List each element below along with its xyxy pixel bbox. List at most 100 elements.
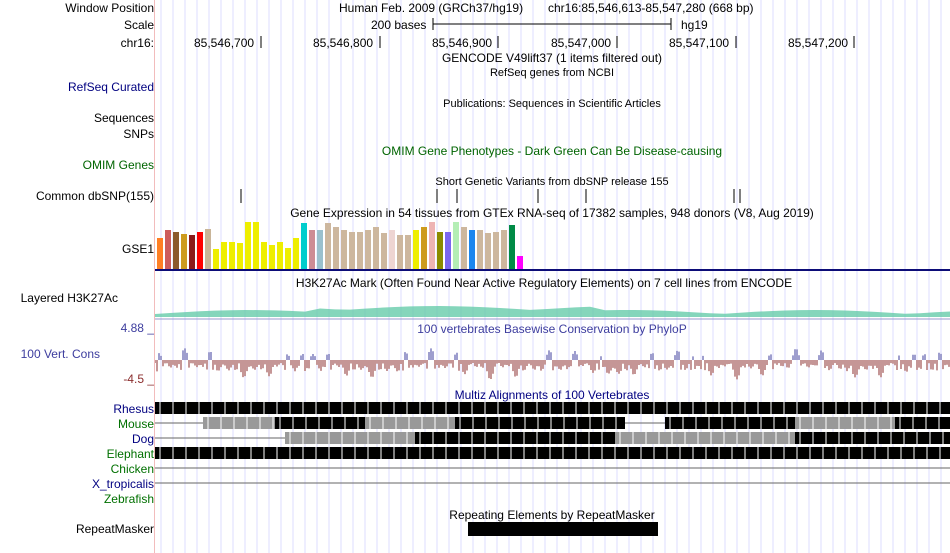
label-dbsnp[interactable]: Common dbSNP(155) [35,189,154,203]
h3k27ac-track-title[interactable]: H3K27Ac Mark (Often Found Near Active Re… [295,276,793,290]
ruler-tick-label: 85,547,100 [669,36,730,50]
species-label-dog[interactable]: Dog [131,432,154,446]
gtex-tissue-bar [245,222,251,269]
gtex-tissue-bar [373,227,379,269]
label-h3k27ac[interactable]: Layered H3K27Ac [20,291,118,305]
tracks-svg [155,0,950,553]
label-chrom: chr16: [120,36,154,50]
publications-track-title[interactable]: Publications: Sequences in Scientific Ar… [443,98,661,110]
multiz-block [365,417,455,429]
gencode-track-title[interactable]: GENCODE V49lift37 (1 items filtered out) [441,51,663,65]
label-cons-max: 4.88 _ [120,321,154,335]
gtex-tissue-bar [269,245,275,269]
position-title: chr16:85,546,613-85,547,280 (668 bp) [548,1,754,15]
h3k27ac-signal [155,306,950,317]
gtex-tissue-bar [445,232,451,269]
label-cons-min: -4.5 _ [123,372,154,386]
gtex-tissue-bar [173,232,179,269]
gtex-tissue-bar [317,230,323,269]
gtex-tissue-bar [405,235,411,269]
gtex-tissue-bar [381,233,387,269]
label-refseq[interactable]: RefSeq Curated [67,80,154,94]
gtex-tissue-bar [493,232,499,269]
gtex-tissue-bar [285,248,291,269]
gtex-tissue-bar [365,230,371,269]
label-omim[interactable]: OMIM Genes [82,158,154,172]
label-cons[interactable]: 100 Vert. Cons [20,347,100,361]
label-snps[interactable]: SNPs [123,127,154,141]
label-repeatmasker[interactable]: RepeatMasker [75,522,154,536]
multiz-block [665,417,795,429]
ruler-tick-label: 85,546,700 [194,36,255,50]
multiz-block [285,432,415,444]
gtex-tissue-bar [389,230,395,269]
track-area[interactable]: Human Feb. 2009 (GRCh37/hg19) chr16:85,5… [155,0,950,553]
multiz-block [455,417,625,429]
gse1-gene-line [155,269,950,271]
species-label-mouse[interactable]: Mouse [117,417,154,431]
label-window-position: Window Position [65,1,154,15]
label-scale: Scale [123,18,154,32]
phylop-track-title[interactable]: 100 vertebrates Basewise Conservation by… [417,322,687,336]
gtex-tissue-bar [189,235,195,269]
multiz-block [155,402,950,414]
multiz-block [795,432,950,444]
gtex-tissue-bar [501,230,507,269]
gtex-tissue-bar [253,222,259,269]
species-label-elephant[interactable]: Elephant [106,447,154,461]
gtex-tissue-bar [469,230,475,269]
refseq-track-title[interactable]: RefSeq genes from NCBI [489,67,615,79]
gtex-tissue-bar [341,230,347,269]
multiz-block [155,447,950,459]
side-gutter[interactable] [154,0,155,553]
ruler-tick-label: 85,547,200 [788,36,849,50]
gtex-tissue-bar [221,242,227,269]
gtex-tissue-bar [429,222,435,269]
species-label-xtropicalis[interactable]: X_tropicalis [91,477,154,491]
gtex-tissue-bar [397,235,403,269]
multiz-block [895,417,950,429]
assembly-title: Human Feb. 2009 (GRCh37/hg19) [339,1,524,15]
gtex-tissue-bar [349,232,355,269]
ruler-tick-label: 85,546,900 [432,36,493,50]
species-label-rhesus[interactable]: Rhesus [113,402,154,416]
scale-text: 200 bases [371,18,427,32]
repeatmasker-element [468,522,658,536]
label-sequences[interactable]: Sequences [93,111,154,125]
gtex-tissue-bar [517,256,523,269]
multiz-block [415,432,615,444]
gtex-tissue-bar [453,222,459,269]
ruler-tick-label: 85,546,800 [313,36,374,50]
gtex-tissue-bar [437,232,443,269]
gtex-tissue-bar [229,242,235,269]
gtex-tissue-bar [157,238,163,269]
gtex-tissue-bar [293,238,299,269]
multiz-block [615,432,795,444]
multiz-track-title[interactable]: Multiz Alignments of 100 Vertebrates [454,388,650,402]
gtex-tissue-bar [213,249,219,269]
gtex-tissue-bar [477,230,483,269]
multiz-block [203,417,275,429]
gtex-track-title[interactable]: Gene Expression in 54 tissues from GTEx … [290,206,814,220]
omim-track-title[interactable]: OMIM Gene Phenotypes - Dark Green Can Be… [381,144,723,158]
ruler-tick-label: 85,547,000 [551,36,612,50]
gtex-tissue-bar [333,227,339,269]
gtex-tissue-bar [197,232,203,269]
repeatmasker-track-title[interactable]: Repeating Elements by RepeatMasker [449,508,655,522]
species-label-zebrafish[interactable]: Zebrafish [103,492,154,506]
label-gse1[interactable]: GSE1 [121,242,154,256]
species-label-chicken[interactable]: Chicken [110,462,154,476]
scale-db: hg19 [681,18,708,32]
gtex-tissue-bar [485,233,491,269]
multiz-block [275,417,365,429]
gtex-tissue-bar [277,242,283,269]
gtex-tissue-bar [357,232,363,269]
gtex-tissue-bar [461,227,467,269]
multiz-block [795,417,895,429]
gtex-tissue-bar [165,230,171,269]
gtex-tissue-bar [309,230,315,269]
gtex-tissue-bar [237,243,243,269]
gtex-tissue-bar [325,223,331,269]
gtex-tissue-bar [261,242,267,269]
dbsnp-track-title[interactable]: Short Genetic Variants from dbSNP releas… [435,176,669,188]
